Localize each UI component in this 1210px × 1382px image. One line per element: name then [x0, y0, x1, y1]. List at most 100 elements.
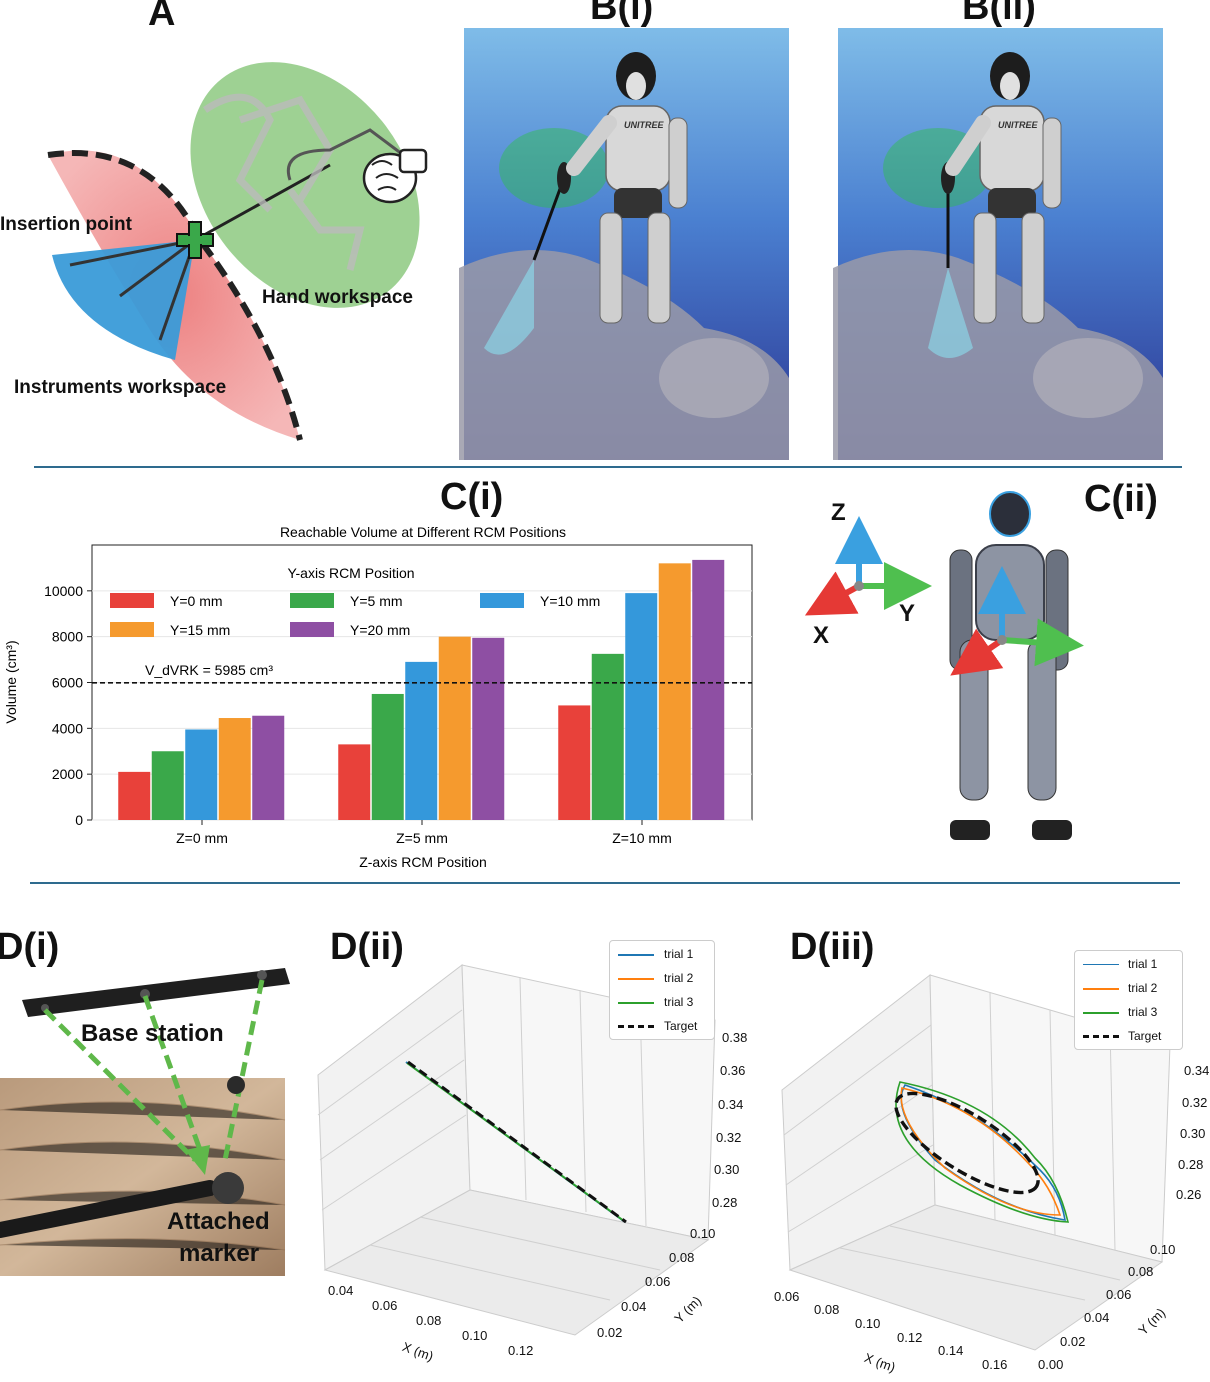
section-divider-top — [34, 466, 1182, 468]
x-tick-label: Z=10 mm — [612, 830, 672, 846]
robot-logo-text-b-ii: UNITREE — [998, 120, 1038, 130]
y-tick-label: 8000 — [52, 629, 83, 645]
bar — [625, 593, 658, 820]
y-tick-label: 0 — [75, 812, 83, 828]
panel-d-i-photo — [0, 968, 290, 1276]
panel-a-illustration — [47, 62, 428, 441]
d-iii-x-tick-006: 0.06 — [774, 1289, 800, 1304]
legend-d-ii-trial-1: trial 1 — [664, 947, 694, 961]
hand-workspace-label: Hand workspace — [262, 287, 413, 308]
d-ii-y-tick-006: 0.06 — [645, 1274, 671, 1289]
x-tick-label: Z=5 mm — [396, 830, 448, 846]
d-ii-z-tick-034: 0.34 — [718, 1097, 744, 1112]
bar — [591, 653, 624, 820]
d-iii-x-tick-016: 0.16 — [982, 1357, 1008, 1372]
d-ii-y-tick-004: 0.04 — [621, 1299, 647, 1314]
d-ii-x-tick-008: 0.08 — [416, 1313, 442, 1328]
d-ii-y-tick-008: 0.08 — [669, 1250, 695, 1265]
legend-d-ii-target: Target — [664, 1019, 698, 1033]
panel-b-ii-render: UNITREE — [833, 28, 1163, 460]
d-ii-x-tick-004: 0.04 — [328, 1283, 354, 1298]
panel-label-d-iii: D(iii) — [790, 926, 875, 968]
d-iii-y-tick-010: 0.10 — [1150, 1242, 1176, 1257]
x-axis-label: Z-axis RCM Position — [359, 854, 487, 870]
panel-label-d-ii: D(ii) — [330, 926, 404, 968]
legend-label: Y=0 mm — [170, 593, 223, 609]
bar — [185, 729, 218, 820]
legend-label: Y=10 mm — [540, 593, 600, 609]
d-ii-x-tick-012: 0.12 — [508, 1343, 534, 1358]
y-tick-label: 4000 — [52, 720, 83, 736]
insertion-point-label: Insertion point — [0, 214, 132, 235]
panel-label-a: A — [148, 0, 176, 34]
bar — [658, 563, 691, 820]
axis-label-x: X — [813, 622, 830, 649]
legend-title: Y-axis RCM Position — [287, 565, 414, 581]
legend-label: Y=5 mm — [350, 593, 403, 609]
panel-label-b-ii: B(ii) — [962, 0, 1036, 28]
legend-swatch — [110, 593, 154, 608]
legend-d-ii-trial-2: trial 2 — [664, 971, 694, 985]
d-iii-z-tick-028: 0.28 — [1178, 1157, 1204, 1172]
legend-d-iii: trial 1 trial 2 trial 3 Target — [1074, 950, 1183, 1050]
legend-d-iii-trial-1: trial 1 — [1128, 957, 1158, 971]
reference-line-label: V_dVRK = 5985 cm³ — [145, 662, 273, 678]
legend-label: Y=20 mm — [350, 622, 410, 638]
d-iii-y-tick-002: 0.02 — [1060, 1334, 1086, 1349]
bar — [252, 715, 285, 820]
d-iii-z-tick-030: 0.30 — [1180, 1126, 1206, 1141]
d-ii-z-tick-038: 0.38 — [722, 1030, 748, 1045]
panel-label-c-ii: C(ii) — [1084, 478, 1158, 520]
panel-label-c-i: C(i) — [440, 476, 504, 518]
legend-d-ii: trial 1 trial 2 trial 3 Target — [609, 940, 715, 1040]
bar — [118, 771, 151, 820]
section-divider-bottom — [30, 882, 1180, 884]
d-ii-y-tick-010: 0.10 — [690, 1226, 716, 1241]
bar — [472, 637, 505, 820]
axis-label-z: Z — [831, 499, 846, 526]
d-ii-z-tick-036: 0.36 — [720, 1063, 746, 1078]
legend-swatch — [290, 622, 334, 637]
d-iii-y-tick-000: 0.00 — [1038, 1357, 1064, 1372]
x-tick-label: Z=0 mm — [176, 830, 228, 846]
y-tick-label: 10000 — [44, 583, 83, 599]
instruments-workspace-label: Instruments workspace — [14, 377, 227, 398]
panel-label-b-i: B(i) — [590, 0, 654, 28]
d-ii-z-tick-028: 0.28 — [712, 1195, 738, 1210]
d-iii-z-tick-032: 0.32 — [1182, 1095, 1208, 1110]
d-ii-x-tick-006: 0.06 — [372, 1298, 398, 1313]
attached-marker-label-line-2: marker — [179, 1240, 260, 1267]
bar — [338, 744, 371, 820]
panel-label-d-i: D(i) — [0, 926, 60, 968]
d-iii-y-tick-004: 0.04 — [1084, 1310, 1110, 1325]
bar — [371, 693, 404, 820]
d-iii-y-tick-006: 0.06 — [1106, 1287, 1132, 1302]
d-ii-y-tick-002: 0.02 — [597, 1325, 623, 1340]
panel-d-ii-3d-plot — [317, 964, 716, 1336]
bar — [405, 661, 438, 820]
y-tick-label: 6000 — [52, 675, 83, 691]
bar — [438, 636, 471, 820]
d-iii-x-tick-010: 0.10 — [855, 1316, 881, 1331]
d-iii-z-tick-026: 0.26 — [1176, 1187, 1202, 1202]
d-ii-z-tick-032: 0.32 — [716, 1130, 742, 1145]
d-iii-z-tick-034: 0.34 — [1184, 1063, 1210, 1078]
d-ii-z-tick-030: 0.30 — [714, 1162, 740, 1177]
d-ii-x-tick-010: 0.10 — [462, 1328, 488, 1343]
bar — [151, 751, 184, 820]
legend-label: Y=15 mm — [170, 622, 230, 638]
robot-logo-text-b-i: UNITREE — [624, 120, 664, 130]
base-station-label: Base station — [81, 1020, 224, 1047]
attached-marker-label-line-1: Attached — [167, 1208, 270, 1235]
d-iii-y-tick-008: 0.08 — [1128, 1264, 1154, 1279]
d-iii-x-tick-014: 0.14 — [938, 1343, 964, 1358]
y-tick-label: 2000 — [52, 766, 83, 782]
bar — [558, 705, 591, 820]
legend-d-iii-target: Target — [1128, 1029, 1162, 1043]
legend-swatch — [480, 593, 524, 608]
bar — [218, 718, 251, 820]
d-iii-x-tick-012: 0.12 — [897, 1330, 923, 1345]
volume-bar-chart: Reachable Volume at Different RCM Positi… — [3, 524, 753, 870]
d-iii-x-tick-008: 0.08 — [814, 1302, 840, 1317]
chart-title: Reachable Volume at Different RCM Positi… — [280, 524, 566, 540]
